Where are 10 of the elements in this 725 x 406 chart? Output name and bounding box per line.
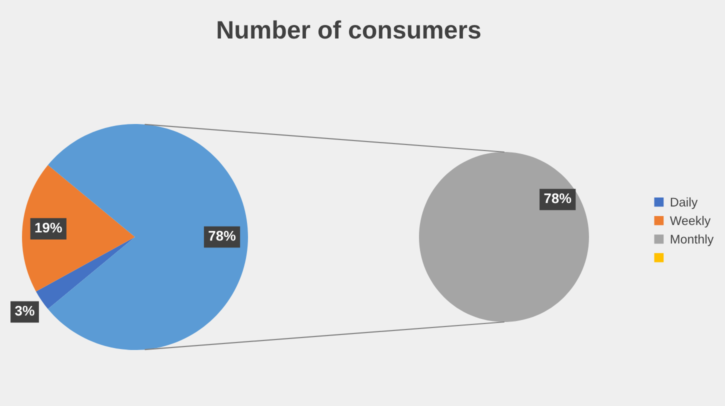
pie-slice <box>36 237 135 310</box>
legend-label: Weekly <box>670 216 711 228</box>
chart-title: Number of consumers <box>218 20 480 39</box>
legend-label: Daily <box>670 197 698 210</box>
data-label: 19% <box>35 222 62 233</box>
data-label: 3% <box>15 306 34 316</box>
data-label: 78% <box>544 193 572 204</box>
pie-slice <box>22 164 135 292</box>
legend-label: Monthly <box>670 234 714 246</box>
data-label: 78% <box>208 230 236 241</box>
